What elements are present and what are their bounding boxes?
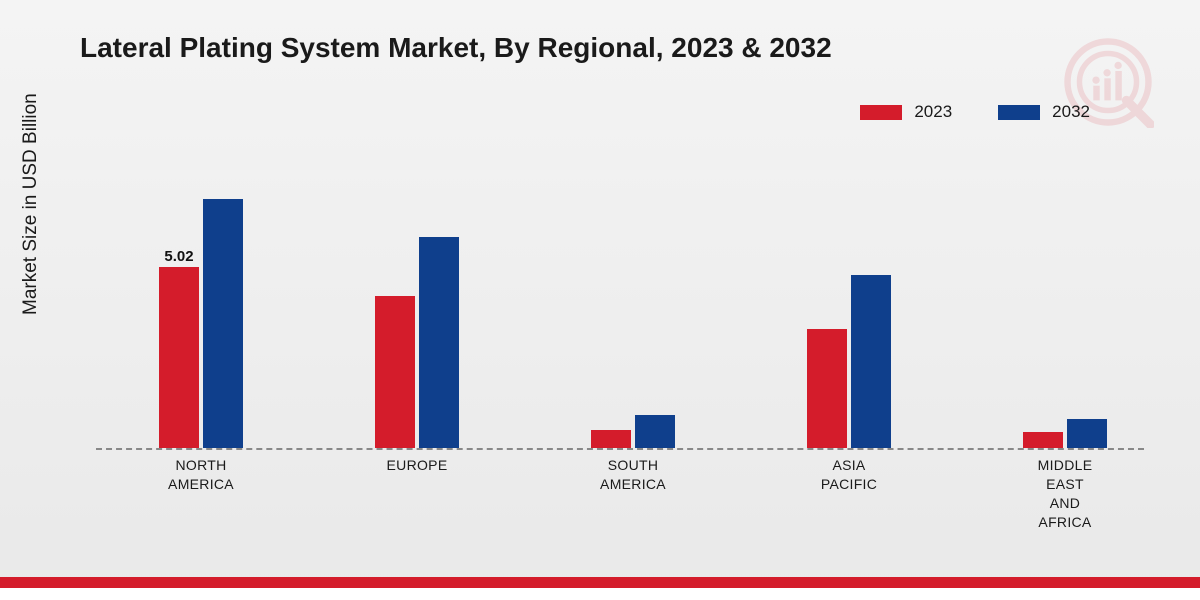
bar-2032 [1067,419,1107,448]
category-label: SOUTH AMERICA [600,456,666,494]
category-label: EUROPE [387,456,448,475]
category-label: ASIA PACIFIC [821,456,877,494]
bar-group: 5.02NORTH AMERICA [136,150,266,450]
legend-item-2032: 2032 [998,102,1090,122]
bar-2023 [591,430,631,448]
bar-group: EUROPE [352,150,482,450]
bar-2023 [159,267,199,448]
chart-page: Lateral Plating System Market, By Region… [0,0,1200,600]
y-axis-label: Market Size in USD Billion [20,93,42,315]
bar-2032 [203,199,243,448]
legend-swatch-2032 [998,105,1040,120]
legend: 2023 2032 [860,102,1090,122]
chart-title: Lateral Plating System Market, By Region… [80,32,832,64]
bar-2023 [807,329,847,448]
bar-group: MIDDLE EAST AND AFRICA [1000,150,1130,450]
footer-stripe-white [0,588,1200,600]
legend-label-2023: 2023 [914,102,952,122]
category-label: MIDDLE EAST AND AFRICA [1038,456,1093,532]
bar-value-label: 5.02 [149,248,209,265]
plot-area: 5.02NORTH AMERICA EUROPE SOUTH AMERICA ASIA… [96,150,1144,450]
bar-group: SOUTH AMERICA [568,150,698,450]
bar-2032 [851,275,891,448]
bar-2023 [375,296,415,448]
category-label: NORTH AMERICA [168,456,234,494]
legend-swatch-2023 [860,105,902,120]
footer-stripe-red [0,577,1200,588]
bar-2032 [635,415,675,448]
legend-label-2032: 2032 [1052,102,1090,122]
bar-2032 [419,237,459,448]
legend-item-2023: 2023 [860,102,952,122]
bar-group: ASIA PACIFIC [784,150,914,450]
bar-2023 [1023,432,1063,448]
